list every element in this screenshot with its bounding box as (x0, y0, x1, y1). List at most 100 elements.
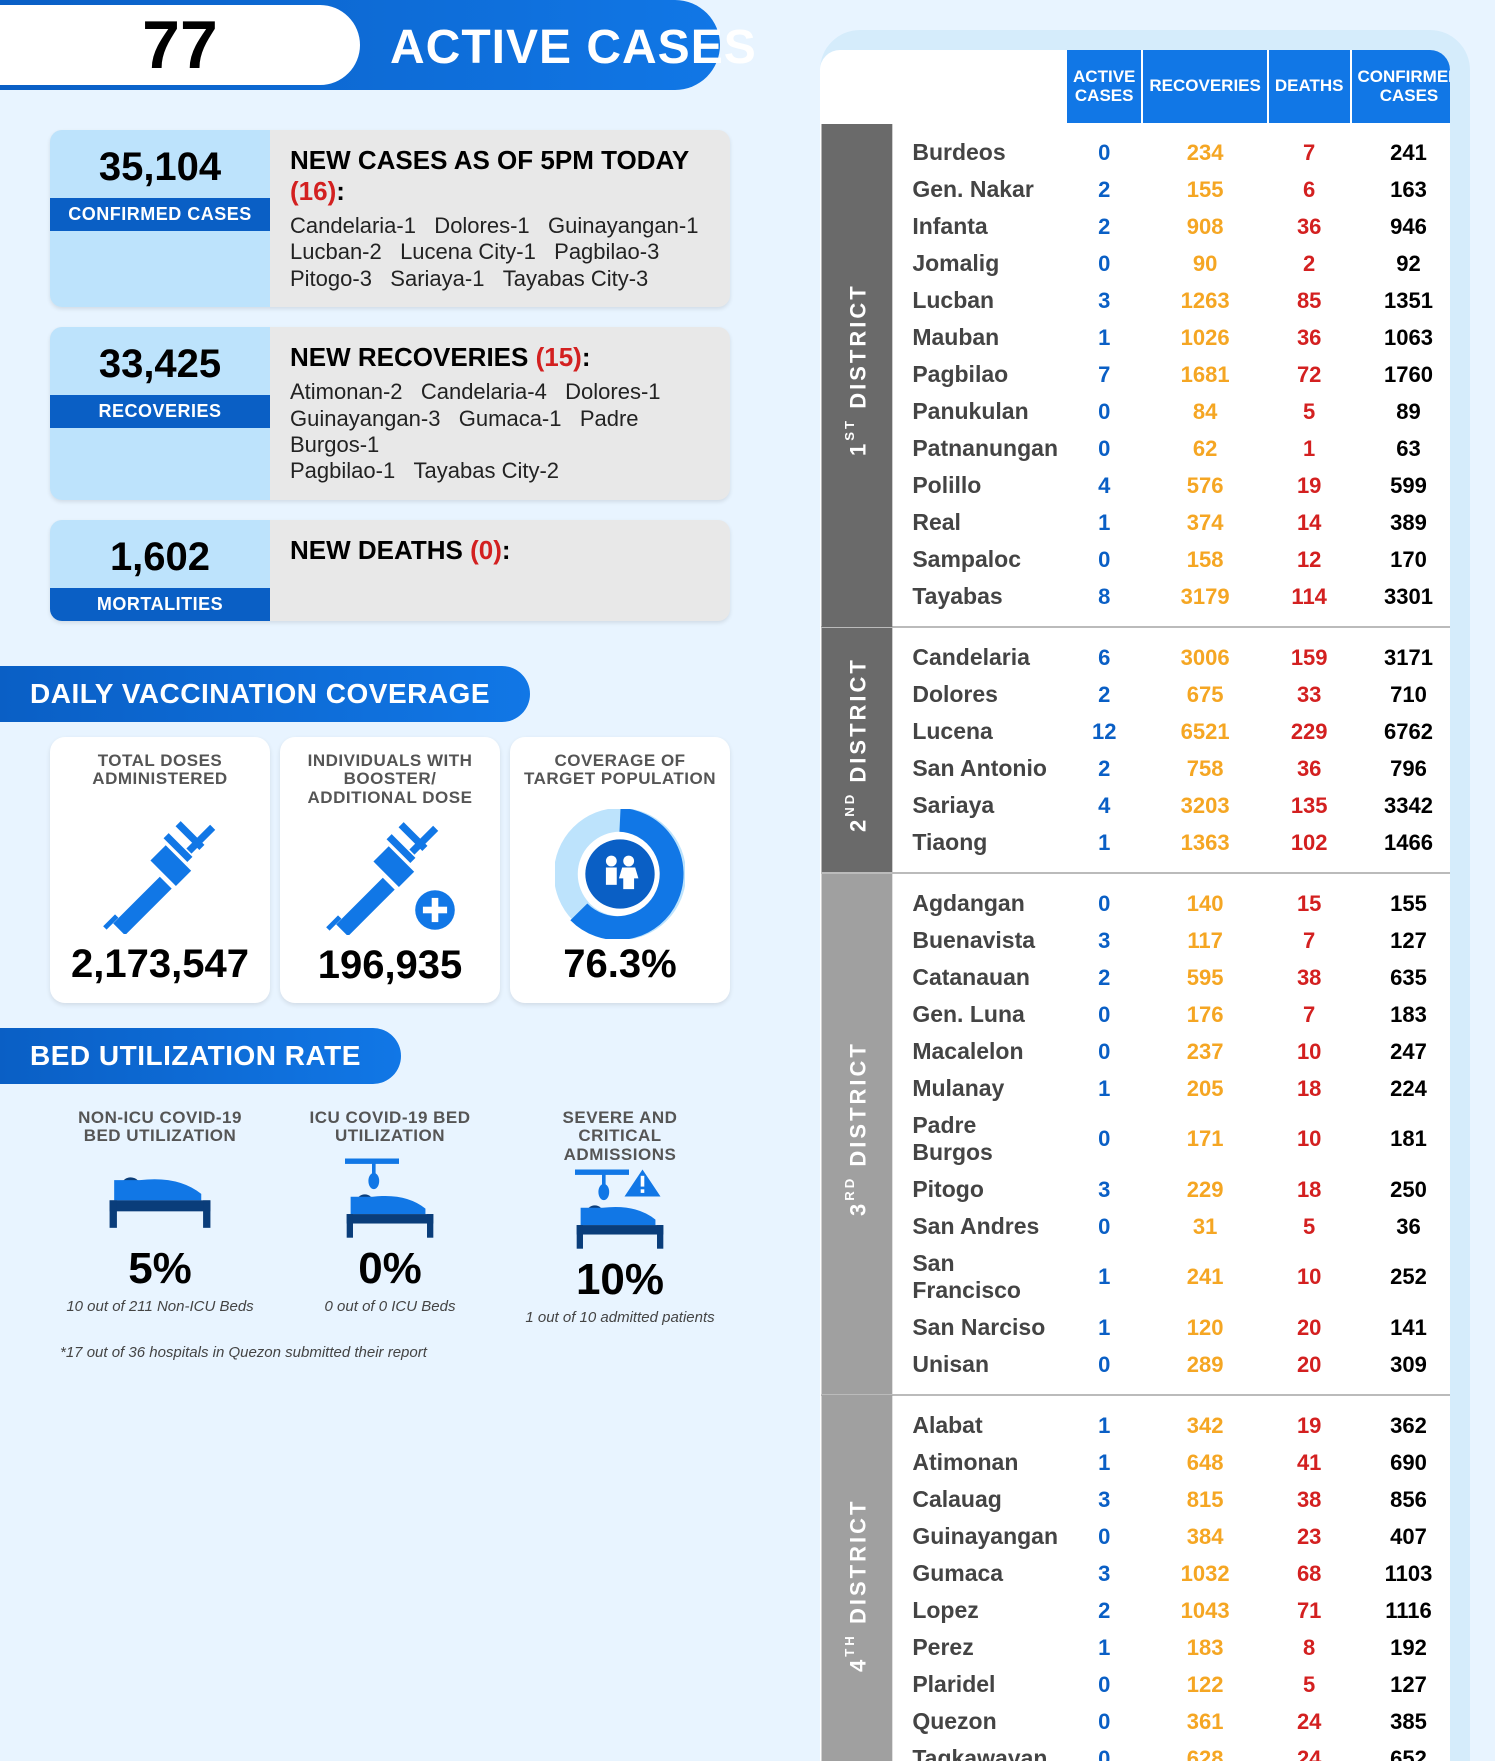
bed-sub-0: 10 out of 211 Non-ICU Beds (60, 1298, 260, 1315)
table-row: Padre Burgos017110181 (821, 1107, 1450, 1171)
cell-confirmed: 252 (1351, 1245, 1451, 1309)
cell-confirmed: 250 (1351, 1171, 1451, 1208)
metric-card-0: TOTAL DOSES ADMINISTERED 2,173,547 (50, 737, 270, 1003)
town-name: San Francisco (892, 1245, 1066, 1309)
cell-deaths: 229 (1268, 713, 1351, 750)
town-name: Plaridel (892, 1666, 1066, 1703)
table-row: Quezon036124385 (821, 1703, 1450, 1740)
metric-card-2: COVERAGE OF TARGET POPULATION 76.3% (510, 737, 730, 1003)
cell-confirmed: 183 (1351, 996, 1451, 1033)
cell-recoveries: 1363 (1142, 824, 1267, 873)
cell-active: 1 (1066, 1070, 1142, 1107)
town-name: Candelaria (892, 627, 1066, 676)
cell-deaths: 20 (1268, 1309, 1351, 1346)
cell-deaths: 38 (1268, 959, 1351, 996)
district-label-1: 1ST DISTRICT (821, 123, 892, 627)
cell-deaths: 33 (1268, 676, 1351, 713)
table-row: Pitogo322918250 (821, 1171, 1450, 1208)
cell-confirmed: 1466 (1351, 824, 1451, 873)
cell-active: 0 (1066, 996, 1142, 1033)
table-row: Buenavista31177127 (821, 922, 1450, 959)
cell-recoveries: 62 (1142, 430, 1267, 467)
town-name: Sariaya (892, 787, 1066, 824)
cell-deaths: 15 (1268, 873, 1351, 922)
cell-confirmed: 407 (1351, 1518, 1451, 1555)
cell-recoveries: 361 (1142, 1703, 1267, 1740)
cell-confirmed: 181 (1351, 1107, 1451, 1171)
town-name: Polillo (892, 467, 1066, 504)
cell-recoveries: 176 (1142, 996, 1267, 1033)
table-row: Gen. Luna01767183 (821, 996, 1450, 1033)
cell-recoveries: 1043 (1142, 1592, 1267, 1629)
town-name: Unisan (892, 1346, 1066, 1395)
stat-card-mortalities: 1,602 MORTALITIES NEW DEATHS (0): (50, 520, 730, 621)
town-name: Jomalig (892, 245, 1066, 282)
cell-recoveries: 576 (1142, 467, 1267, 504)
table-row: San Francisco124110252 (821, 1245, 1450, 1309)
cell-confirmed: 127 (1351, 922, 1451, 959)
town-name: Patnanungan (892, 430, 1066, 467)
cell-active: 8 (1066, 578, 1142, 627)
cell-confirmed: 3301 (1351, 578, 1451, 627)
cell-recoveries: 289 (1142, 1346, 1267, 1395)
stat-tag-recoveries: RECOVERIES (50, 395, 270, 428)
cell-recoveries: 675 (1142, 676, 1267, 713)
cell-deaths: 41 (1268, 1444, 1351, 1481)
cell-recoveries: 237 (1142, 1033, 1267, 1070)
cell-active: 7 (1066, 356, 1142, 393)
cell-recoveries: 117 (1142, 922, 1267, 959)
cell-confirmed: 6762 (1351, 713, 1451, 750)
cell-recoveries: 1032 (1142, 1555, 1267, 1592)
stat-card-confirmed: 35,104 CONFIRMED CASES NEW CASES AS OF 5… (50, 130, 730, 307)
cell-active: 3 (1066, 1555, 1142, 1592)
cell-confirmed: 710 (1351, 676, 1451, 713)
stat-num-recoveries: 33,425 (50, 342, 270, 387)
bed-label-2: SEVERE AND CRITICAL ADMISSIONS (520, 1109, 720, 1165)
stat-title-mortalities: NEW DEATHS (0): (290, 535, 710, 566)
cell-active: 4 (1066, 467, 1142, 504)
cell-active: 12 (1066, 713, 1142, 750)
table-row: Mauban11026361063 (821, 319, 1450, 356)
stat-detail-recoveries: Atimonan-2 Candelaria-4 Dolores-1Guinaya… (290, 379, 710, 485)
cell-active: 3 (1066, 282, 1142, 319)
col-header: CONFIRMED CASES (1351, 50, 1451, 123)
cell-deaths: 68 (1268, 1555, 1351, 1592)
cell-active: 1 (1066, 1245, 1142, 1309)
cell-deaths: 10 (1268, 1245, 1351, 1309)
cell-active: 0 (1066, 1208, 1142, 1245)
bed-card-0: NON-ICU COVID-19 BED UTILIZATION 5% 10 o… (50, 1099, 270, 1336)
town-name: Mauban (892, 319, 1066, 356)
cell-deaths: 135 (1268, 787, 1351, 824)
stat-detail-confirmed: Candelaria-1 Dolores-1 Guinayangan-1Lucb… (290, 213, 710, 292)
cell-deaths: 102 (1268, 824, 1351, 873)
cell-recoveries: 815 (1142, 1481, 1267, 1518)
cell-recoveries: 120 (1142, 1309, 1267, 1346)
bed-card-1: ICU COVID-19 BED UTILIZATION 0% 0 out of… (280, 1099, 500, 1336)
table-row: Macalelon023710247 (821, 1033, 1450, 1070)
town-name: San Narciso (892, 1309, 1066, 1346)
vaccination-heading: DAILY VACCINATION COVERAGE (0, 666, 530, 722)
cell-confirmed: 635 (1351, 959, 1451, 996)
cell-confirmed: 127 (1351, 1666, 1451, 1703)
cell-recoveries: 84 (1142, 393, 1267, 430)
town-name: Lucban (892, 282, 1066, 319)
cell-deaths: 6 (1268, 171, 1351, 208)
town-name: Burdeos (892, 123, 1066, 171)
town-name: Dolores (892, 676, 1066, 713)
cell-recoveries: 342 (1142, 1395, 1267, 1444)
bed-card-2: SEVERE AND CRITICAL ADMISSIONS 10% 1 out… (510, 1099, 730, 1336)
table-row: Catanauan259538635 (821, 959, 1450, 996)
cell-recoveries: 628 (1142, 1740, 1267, 1761)
town-name: Catanauan (892, 959, 1066, 996)
cell-recoveries: 1026 (1142, 319, 1267, 356)
cell-deaths: 19 (1268, 1395, 1351, 1444)
cell-recoveries: 384 (1142, 1518, 1267, 1555)
cell-deaths: 36 (1268, 319, 1351, 356)
town-name: Calauag (892, 1481, 1066, 1518)
cell-active: 2 (1066, 750, 1142, 787)
stat-num-mortalities: 1,602 (50, 535, 270, 580)
cell-active: 2 (1066, 676, 1142, 713)
town-name: Atimonan (892, 1444, 1066, 1481)
bed-label-1: ICU COVID-19 BED UTILIZATION (290, 1109, 490, 1154)
cell-deaths: 2 (1268, 245, 1351, 282)
